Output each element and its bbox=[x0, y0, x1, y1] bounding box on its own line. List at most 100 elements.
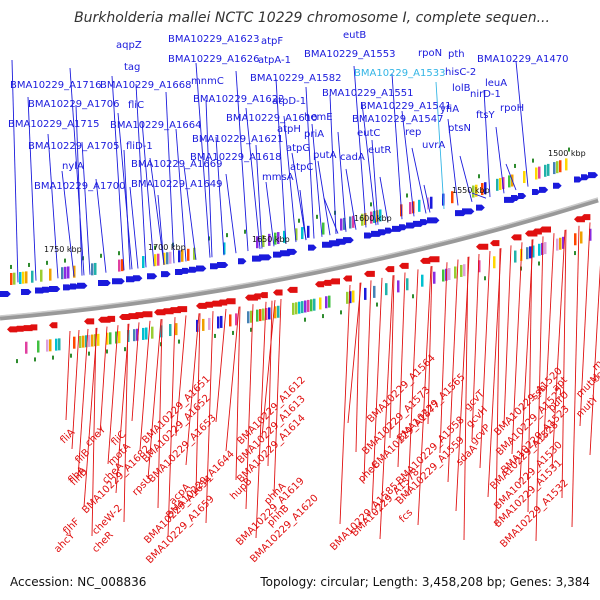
gene-label-fcs[interactable]: fcs bbox=[397, 507, 415, 525]
forward-leader-line bbox=[361, 102, 377, 226]
forward-leader-line bbox=[483, 89, 491, 198]
gene-label-A1649[interactable]: BMA10229_A1649 bbox=[131, 179, 222, 190]
reverse-leader-line bbox=[261, 300, 276, 438]
gene-label-A1715[interactable]: BMA10229_A1715 bbox=[8, 119, 99, 130]
forward-gene-arrow bbox=[588, 172, 599, 179]
gene-label-pheC[interactable]: pheC bbox=[356, 459, 382, 485]
rna-marker bbox=[10, 264, 12, 269]
gene-label-atpF[interactable]: atpF bbox=[261, 36, 283, 47]
reverse-gene-arrow bbox=[287, 286, 298, 293]
gene-label-A1623[interactable]: BMA10229_A1623 bbox=[168, 34, 259, 45]
gene-label-pth[interactable]: pth bbox=[448, 49, 465, 60]
cog-bar-lower bbox=[421, 274, 424, 287]
gene-label-fliB[interactable]: fliB bbox=[73, 447, 92, 466]
gene-label-A1626[interactable]: BMA10229_A1626 bbox=[168, 54, 259, 65]
gene-label-maiA[interactable]: maiA bbox=[590, 347, 600, 373]
reverse-gene-arrow bbox=[224, 298, 236, 305]
gene-label-priA[interactable]: priA bbox=[304, 129, 324, 140]
gene-label-eutR[interactable]: eutR bbox=[368, 145, 391, 156]
forward-leader-line bbox=[135, 83, 147, 268]
forward-leader-line bbox=[299, 189, 307, 241]
reverse-gene-arrow bbox=[532, 228, 542, 235]
gene-label-hemE[interactable]: hemE bbox=[304, 112, 333, 123]
gene-label-A1618[interactable]: BMA10229_A1618 bbox=[190, 152, 281, 163]
gene-label-hisC-2[interactable]: hisC-2 bbox=[445, 67, 476, 78]
cog-bar-upper bbox=[565, 158, 568, 171]
reverse-leader-line bbox=[427, 265, 433, 425]
cog-bar-lower bbox=[301, 301, 304, 314]
rna-marker bbox=[154, 245, 156, 250]
forward-leader-line bbox=[329, 94, 337, 234]
gene-label-A1669[interactable]: BMA10229_A1669 bbox=[131, 159, 222, 170]
gene-label-ftsY[interactable]: ftsY bbox=[476, 110, 495, 121]
cog-bar-upper bbox=[121, 259, 124, 272]
forward-gene-arrow bbox=[462, 208, 475, 215]
gene-label-atpH[interactable]: atpH bbox=[277, 124, 301, 135]
gene-label-hupB[interactable]: hupB bbox=[228, 476, 254, 502]
gene-label-atpG[interactable]: atpG bbox=[286, 143, 310, 154]
reverse-leader-line bbox=[407, 269, 419, 497]
gene-label-A1664[interactable]: BMA10229_A1664 bbox=[110, 120, 201, 131]
gene-label-mmsA[interactable]: mmsA bbox=[262, 172, 294, 183]
cog-bar-lower bbox=[91, 334, 94, 347]
gene-label-A1706[interactable]: BMA10229_A1706 bbox=[28, 99, 119, 110]
gene-label-flhA[interactable]: flhA bbox=[66, 464, 88, 486]
gene-label-A1668[interactable]: BMA10229_A1668 bbox=[100, 80, 191, 91]
gene-label-lolB[interactable]: lolB bbox=[452, 83, 471, 94]
gene-label-A1621[interactable]: BMA10229_A1621 bbox=[192, 134, 283, 145]
gene-label-atpA-1[interactable]: atpA-1 bbox=[258, 55, 291, 66]
gene-label-eutB[interactable]: eutB bbox=[343, 30, 366, 41]
forward-leader-line bbox=[353, 65, 367, 228]
gene-label-A1470[interactable]: BMA10229_A1470 bbox=[477, 54, 568, 65]
gene-label-A1582[interactable]: BMA10229_A1582 bbox=[250, 73, 341, 84]
forward-gene-arrow bbox=[574, 176, 583, 183]
gene-label-A1610[interactable]: BMA10229_A1610 bbox=[226, 113, 317, 124]
gene-label-A1622[interactable]: BMA10229_A1622 bbox=[193, 94, 284, 105]
gene-label-A1716[interactable]: BMA10229_A1716 bbox=[10, 80, 101, 91]
gene-label-eutC[interactable]: eutC bbox=[357, 128, 380, 139]
cog-bar-upper bbox=[283, 230, 286, 243]
gene-label-atpD-1[interactable]: atpD-1 bbox=[272, 96, 306, 107]
gene-label-fliD-1[interactable]: fliD-1 bbox=[126, 141, 153, 152]
gene-label-rep[interactable]: rep bbox=[405, 127, 421, 138]
gene-label-coaD[interactable]: coaD bbox=[590, 359, 600, 385]
gene-label-uvrA[interactable]: uvrA bbox=[422, 140, 445, 151]
reverse-leader-line bbox=[107, 325, 119, 465]
gene-label-putA[interactable]: putA bbox=[313, 150, 337, 161]
gene-label-rpoN[interactable]: rpoN bbox=[418, 48, 442, 59]
gene-label-nylA[interactable]: nylA bbox=[62, 161, 84, 172]
gene-label-tag[interactable]: tag bbox=[124, 62, 140, 73]
gene-label-mnmC[interactable]: mnmC bbox=[191, 76, 224, 87]
gene-label-cadA[interactable]: cadA bbox=[340, 152, 365, 163]
reverse-gene-arrow bbox=[28, 324, 38, 331]
gene-label-mutM[interactable]: mutM bbox=[574, 372, 600, 400]
gene-label-A1553[interactable]: BMA10229_A1553 bbox=[304, 49, 395, 60]
cog-bar-upper bbox=[31, 270, 34, 283]
gene-label-A1547[interactable]: BMA10229_A1547 bbox=[352, 114, 443, 125]
gene-label-A1705[interactable]: BMA10229_A1705 bbox=[28, 141, 119, 152]
reverse-gene-arrow bbox=[7, 326, 18, 333]
gene-label-leuA[interactable]: leuA bbox=[485, 78, 507, 89]
gene-label-cheY[interactable]: cheY bbox=[83, 424, 108, 449]
gene-label-fliC[interactable]: fliC bbox=[128, 100, 144, 111]
gene-label-atpC[interactable]: atpC bbox=[290, 162, 313, 173]
chromosome-backbone bbox=[0, 197, 599, 321]
gene-label-yfiA[interactable]: yfiA bbox=[440, 104, 459, 115]
cog-bar-upper bbox=[523, 171, 526, 184]
gene-label-ptsN[interactable]: ptsN bbox=[448, 123, 471, 134]
gene-label-rpoH[interactable]: rpoH bbox=[500, 103, 524, 114]
gene-label-A1700[interactable]: BMA10229_A1700 bbox=[34, 181, 125, 192]
gene-label-A1585[interactable]: BMA10229_A1585 bbox=[328, 481, 400, 553]
gene-label-aqpZ[interactable]: aqpZ bbox=[116, 40, 142, 51]
gene-label-A1533[interactable]: BMA10229_A1533 bbox=[354, 68, 445, 79]
gene-label-A1551[interactable]: BMA10229_A1551 bbox=[322, 88, 413, 99]
gene-label-A1541[interactable]: BMA10229_A1541 bbox=[360, 101, 451, 112]
gene-label-ahcY[interactable]: ahcY bbox=[52, 530, 77, 555]
gene-label-fliA[interactable]: fliA bbox=[58, 427, 77, 446]
tick-label-1650kbp: 1650 kbp bbox=[252, 235, 290, 244]
cog-bar-lower bbox=[136, 328, 139, 341]
gene-label-nirD-1[interactable]: nirD-1 bbox=[470, 89, 501, 100]
cog-bar-upper bbox=[187, 248, 190, 261]
cog-bar-lower bbox=[433, 271, 436, 284]
